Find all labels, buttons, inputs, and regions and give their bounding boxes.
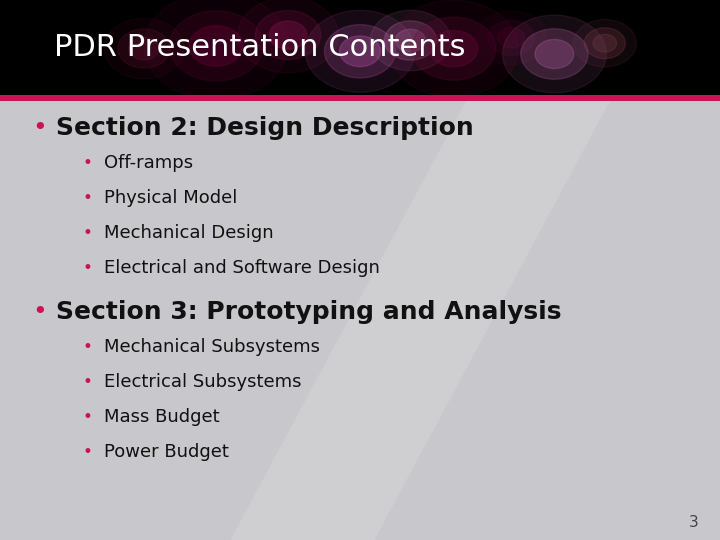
Text: •: • bbox=[83, 443, 93, 461]
Circle shape bbox=[169, 11, 263, 81]
Circle shape bbox=[412, 17, 496, 80]
Circle shape bbox=[535, 39, 574, 69]
Text: PDR Presentation Contents: PDR Presentation Contents bbox=[54, 33, 466, 62]
Polygon shape bbox=[230, 97, 612, 540]
Circle shape bbox=[340, 36, 380, 67]
Text: •: • bbox=[83, 373, 93, 391]
Circle shape bbox=[118, 29, 170, 68]
Text: 3: 3 bbox=[688, 515, 698, 530]
Circle shape bbox=[593, 34, 616, 52]
Circle shape bbox=[269, 21, 307, 49]
Circle shape bbox=[584, 28, 626, 59]
Text: •: • bbox=[83, 338, 93, 356]
Circle shape bbox=[104, 18, 184, 79]
Circle shape bbox=[238, 0, 338, 73]
Circle shape bbox=[475, 11, 547, 65]
Circle shape bbox=[503, 15, 606, 93]
Text: Mass Budget: Mass Budget bbox=[104, 408, 220, 426]
Circle shape bbox=[305, 10, 415, 92]
Text: Section 2: Design Description: Section 2: Design Description bbox=[56, 116, 474, 140]
Circle shape bbox=[521, 29, 588, 79]
Circle shape bbox=[488, 20, 534, 55]
Circle shape bbox=[144, 0, 288, 100]
Text: Off-ramps: Off-ramps bbox=[104, 154, 194, 172]
Text: •: • bbox=[32, 300, 47, 323]
Circle shape bbox=[256, 10, 321, 59]
Bar bbox=[0, 94, 720, 101]
Circle shape bbox=[325, 25, 395, 78]
Text: Mechanical Subsystems: Mechanical Subsystems bbox=[104, 338, 320, 356]
Text: Section 3: Prototyping and Analysis: Section 3: Prototyping and Analysis bbox=[56, 300, 562, 323]
Circle shape bbox=[129, 37, 159, 60]
Circle shape bbox=[389, 0, 518, 97]
Text: •: • bbox=[32, 116, 47, 140]
Text: Power Budget: Power Budget bbox=[104, 443, 229, 461]
Text: •: • bbox=[83, 189, 93, 207]
Circle shape bbox=[370, 10, 451, 71]
Circle shape bbox=[573, 19, 636, 67]
Circle shape bbox=[395, 29, 426, 52]
Circle shape bbox=[429, 30, 478, 67]
Circle shape bbox=[384, 21, 436, 60]
Text: Electrical Subsystems: Electrical Subsystems bbox=[104, 373, 302, 391]
Text: •: • bbox=[83, 408, 93, 426]
Text: •: • bbox=[83, 259, 93, 278]
Text: Electrical and Software Design: Electrical and Software Design bbox=[104, 259, 380, 278]
Text: Mechanical Design: Mechanical Design bbox=[104, 224, 274, 242]
Text: Physical Model: Physical Model bbox=[104, 189, 238, 207]
Circle shape bbox=[498, 28, 525, 48]
Text: •: • bbox=[83, 154, 93, 172]
Text: •: • bbox=[83, 224, 93, 242]
Bar bbox=[0, 0, 720, 94]
Circle shape bbox=[189, 25, 243, 66]
